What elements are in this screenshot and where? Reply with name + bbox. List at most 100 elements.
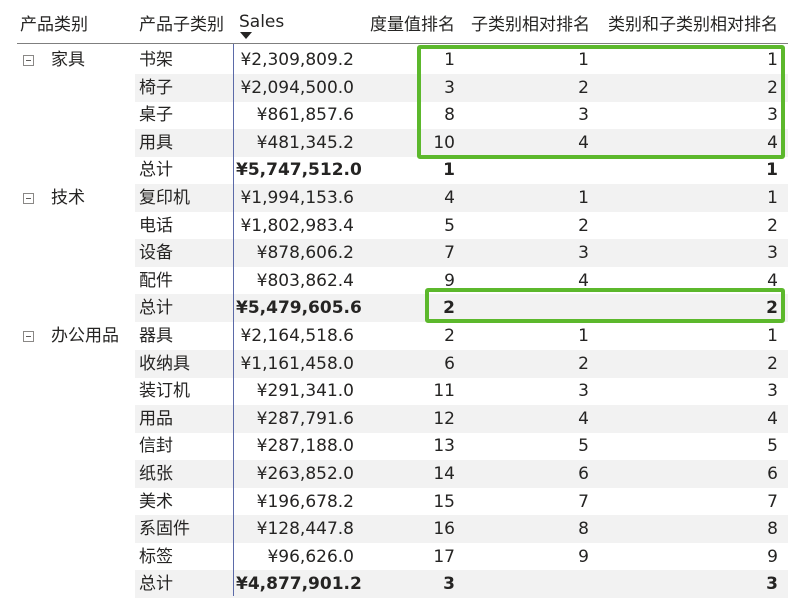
total-sales-cell: ¥5,747,512.0 <box>236 160 362 181</box>
header-cat-sub-rank[interactable]: 类别和子类别相对排名 <box>608 14 778 35</box>
measure-rank-cell: 15 <box>433 491 455 512</box>
collapse-icon[interactable] <box>23 55 34 66</box>
subcategory-cell[interactable]: 收纳具 <box>139 353 190 374</box>
row-band <box>135 73 788 102</box>
sales-cell: ¥263,852.0 <box>256 464 354 484</box>
sub-rank-cell: 5 <box>578 436 589 457</box>
measure-rank-cell: 4 <box>444 188 455 208</box>
sub-rank-cell: 6 <box>578 464 589 484</box>
total-label: 总计 <box>139 298 173 319</box>
sub-rank-cell: 1 <box>578 326 589 346</box>
cat-sub-rank-cell: 3 <box>767 105 778 126</box>
sales-cell: ¥878,606.2 <box>256 243 354 264</box>
cat-sub-rank-cell: 6 <box>767 464 778 484</box>
sales-cell: ¥287,188.0 <box>256 436 354 457</box>
cat-sub-rank-cell: 1 <box>767 188 778 208</box>
measure-rank-cell: 8 <box>444 105 455 126</box>
row-band <box>135 239 788 268</box>
subcategory-cell[interactable]: 标签 <box>139 546 173 567</box>
cat-sub-rank-cell: 4 <box>767 132 778 153</box>
sales-cell: ¥2,309,809.2 <box>240 50 354 70</box>
row-band <box>135 570 788 599</box>
row-band <box>135 128 788 157</box>
measure-rank-cell: 3 <box>444 77 455 98</box>
subcategory-cell[interactable]: 纸张 <box>139 464 173 484</box>
header-measure-rank[interactable]: 度量值排名 <box>370 14 455 35</box>
sub-rank-cell: 3 <box>578 243 589 264</box>
measure-rank-cell: 11 <box>433 381 455 402</box>
subcategory-cell[interactable]: 书架 <box>139 50 173 70</box>
measure-rank-cell: 16 <box>433 519 455 540</box>
subcategory-cell[interactable]: 信封 <box>139 436 173 457</box>
measure-rank-cell: 9 <box>444 270 455 291</box>
header-subcategory[interactable]: 产品子类别 <box>139 14 224 35</box>
header-category[interactable]: 产品类别 <box>20 14 88 35</box>
sales-cell: ¥128,447.8 <box>256 519 354 540</box>
category-label[interactable]: 办公用品 <box>51 326 119 346</box>
subcategory-cell[interactable]: 电话 <box>139 215 173 236</box>
sales-cell: ¥1,994,153.6 <box>240 188 354 208</box>
total-sales-cell: ¥5,479,605.6 <box>236 298 362 319</box>
header-sales[interactable]: Sales <box>239 12 285 32</box>
measure-rank-cell: 2 <box>443 298 455 319</box>
row-band <box>135 349 788 378</box>
subcategory-cell[interactable]: 设备 <box>139 243 173 264</box>
sub-rank-cell <box>490 156 589 184</box>
category-label[interactable]: 技术 <box>51 188 85 208</box>
collapse-icon[interactable] <box>23 331 34 342</box>
sales-cell: ¥481,345.2 <box>256 132 354 153</box>
category-label[interactable]: 家具 <box>51 50 85 70</box>
sales-cell: ¥2,094,500.0 <box>240 77 354 98</box>
sort-descending-icon[interactable] <box>240 32 252 39</box>
measure-rank-cell: 12 <box>433 408 455 429</box>
measure-rank-cell: 2 <box>444 326 455 346</box>
sub-rank-cell: 8 <box>578 519 589 540</box>
measure-rank-cell: 17 <box>433 546 455 567</box>
cat-sub-rank-cell: 1 <box>766 160 778 181</box>
subcategory-cell[interactable]: 桌子 <box>139 105 173 126</box>
row-band <box>135 515 788 544</box>
measure-rank-cell: 7 <box>444 243 455 264</box>
header-sub-rank[interactable]: 子类别相对排名 <box>471 14 590 35</box>
sub-rank-cell: 2 <box>578 215 589 236</box>
total-label: 总计 <box>139 160 173 181</box>
cat-sub-rank-cell: 3 <box>767 381 778 402</box>
sub-rank-cell: 4 <box>578 408 589 429</box>
measure-rank-cell: 1 <box>443 160 455 181</box>
sub-rank-cell: 9 <box>578 546 589 567</box>
cat-sub-rank-cell: 4 <box>767 408 778 429</box>
collapse-icon[interactable] <box>23 193 34 204</box>
sales-cell: ¥861,857.6 <box>256 105 354 126</box>
sub-rank-cell: 4 <box>578 132 589 153</box>
sub-rank-cell <box>490 570 589 598</box>
cat-sub-rank-cell: 1 <box>767 326 778 346</box>
row-band <box>135 404 788 433</box>
sales-cell: ¥291,341.0 <box>256 381 354 402</box>
subcategory-cell[interactable]: 用具 <box>139 132 173 153</box>
subcategory-cell[interactable]: 装订机 <box>139 381 190 402</box>
sales-cell: ¥196,678.2 <box>256 491 354 512</box>
cat-sub-rank-cell: 3 <box>767 243 778 264</box>
cat-sub-rank-cell: 4 <box>767 270 778 291</box>
measure-rank-cell: 10 <box>433 132 455 153</box>
measure-rank-cell: 1 <box>444 50 455 70</box>
subcategory-cell[interactable]: 美术 <box>139 491 173 512</box>
sales-cell: ¥1,802,983.4 <box>240 215 354 236</box>
sales-cell: ¥803,862.4 <box>256 270 354 291</box>
cat-sub-rank-cell: 7 <box>767 491 778 512</box>
measure-rank-cell: 5 <box>444 215 455 236</box>
cat-sub-rank-cell: 2 <box>767 77 778 98</box>
subcategory-cell[interactable]: 器具 <box>139 326 173 346</box>
highlight-box-furniture-ranks <box>417 45 785 159</box>
row-band <box>135 460 788 488</box>
row-band <box>135 184 788 212</box>
subcategory-cell[interactable]: 用品 <box>139 408 173 429</box>
subcategory-cell[interactable]: 复印机 <box>139 188 190 208</box>
total-sales-cell: ¥4,877,901.2 <box>236 574 362 595</box>
subcategory-cell[interactable]: 系固件 <box>139 519 190 540</box>
measure-rank-cell: 6 <box>444 353 455 374</box>
header-divider <box>17 43 788 44</box>
sub-rank-cell: 3 <box>578 105 589 126</box>
subcategory-cell[interactable]: 椅子 <box>139 77 173 98</box>
subcategory-cell[interactable]: 配件 <box>139 270 173 291</box>
